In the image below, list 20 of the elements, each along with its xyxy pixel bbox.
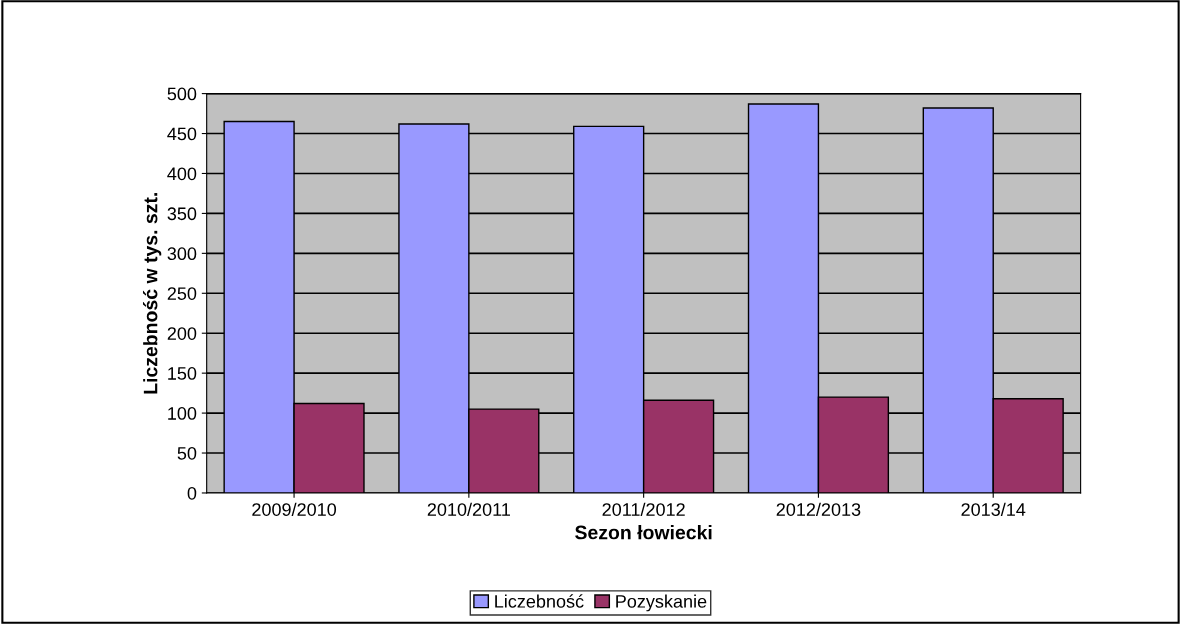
x-tick-label: 2013/14: [961, 502, 1026, 516]
y-tick-label: 300: [167, 247, 197, 261]
y-tick-label: 250: [167, 287, 197, 300]
y-tick-label: 100: [168, 407, 197, 420]
y-tick-label: 0: [187, 486, 197, 500]
x-axis-title: Sezon łowiecki: [575, 525, 712, 540]
y-tick-label: 450: [167, 127, 197, 141]
y-tick-label: 150: [168, 367, 197, 380]
x-tick-label: 2009/2010: [252, 502, 337, 516]
y-axis-title: Liczebność w tys. szt.: [142, 193, 162, 394]
y-tick-label: 50: [177, 446, 197, 460]
y-tick-label: 200: [167, 327, 197, 340]
x-tick-label: 2011/2012: [602, 502, 685, 516]
x-tick-label: 2012/2013: [776, 502, 861, 516]
x-tick-label: 2010/2011: [427, 502, 510, 516]
y-tick-label: 350: [167, 207, 197, 221]
legend-label: Liczebność: [495, 594, 584, 608]
y-tick-label: 400: [167, 167, 197, 181]
y-tick-label: 500: [167, 87, 197, 101]
legend-label: Pozyskanie: [616, 594, 707, 612]
